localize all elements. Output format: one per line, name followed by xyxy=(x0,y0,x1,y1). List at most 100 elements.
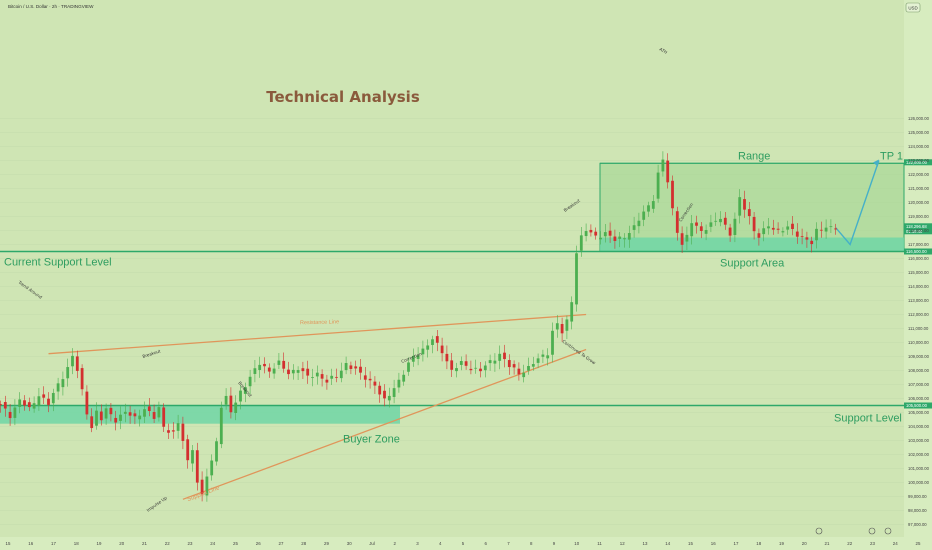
candle-body xyxy=(815,228,818,241)
candle-body xyxy=(277,360,281,365)
candle-body xyxy=(656,172,660,199)
candle-body xyxy=(483,365,487,371)
candle-body xyxy=(575,253,578,305)
candle-body xyxy=(791,223,794,230)
x-tick-label: 10 xyxy=(574,541,579,546)
candle-body xyxy=(738,197,742,216)
candle-body xyxy=(728,227,732,236)
x-tick-label: 23 xyxy=(870,541,875,546)
price-axis xyxy=(904,0,932,550)
candle-body xyxy=(325,379,329,383)
auto-scale-icon[interactable] xyxy=(884,527,892,535)
candle-body xyxy=(570,302,574,322)
candle-body xyxy=(690,223,694,237)
candle-body xyxy=(383,390,386,399)
candle-body xyxy=(80,368,84,390)
x-tick-label: 11 xyxy=(597,541,602,546)
resistance-line xyxy=(48,313,587,355)
candle-body xyxy=(85,391,89,415)
candle-body xyxy=(479,368,482,372)
candle-body xyxy=(743,199,746,210)
candle-body xyxy=(239,390,242,402)
candle-body xyxy=(517,368,521,375)
x-tick-label: 18 xyxy=(74,541,79,546)
candle-body xyxy=(344,363,348,371)
candle-body xyxy=(330,375,334,379)
candle-body xyxy=(642,211,646,220)
candle-body xyxy=(397,379,401,388)
candle-body xyxy=(42,394,46,398)
candle-body xyxy=(810,240,814,245)
y-tick-label: 103,000.00 xyxy=(908,438,930,443)
buyer-zone-label: Buyer Zone xyxy=(343,434,400,446)
candle-body xyxy=(253,368,257,374)
y-tick-label: 99,000.00 xyxy=(908,494,927,499)
candle-body xyxy=(632,225,636,230)
candle-body xyxy=(128,412,132,416)
candle-body xyxy=(95,410,98,426)
candle-body xyxy=(282,360,286,369)
candle-body xyxy=(795,231,799,237)
candle-body xyxy=(488,360,492,364)
compare-icon[interactable] xyxy=(868,527,876,535)
currency-button[interactable] xyxy=(905,2,921,13)
candle-body xyxy=(315,372,319,377)
x-tick-label: 30 xyxy=(347,541,352,546)
annotation-label: Breakout xyxy=(142,348,162,359)
candle-body xyxy=(704,229,708,234)
candle-body xyxy=(431,339,434,345)
x-tick-label: 22 xyxy=(165,541,170,546)
candle-body xyxy=(104,408,108,419)
y-tick-label: 119,000.00 xyxy=(908,214,929,219)
candle-body xyxy=(416,355,420,359)
candle-body xyxy=(661,159,665,172)
price-tag-label: 122,800.00 xyxy=(906,160,928,165)
candle-body xyxy=(421,348,425,355)
candle-body xyxy=(123,411,127,414)
candle-body xyxy=(536,358,540,363)
candle-body xyxy=(195,450,199,483)
y-tick-label: 122,000.00 xyxy=(908,172,930,177)
candle-body xyxy=(210,460,214,476)
candle-body xyxy=(637,220,641,227)
tp1-label: TP 1 xyxy=(880,150,903,162)
candle-body xyxy=(224,395,228,405)
candle-body xyxy=(805,237,809,240)
candle-body xyxy=(411,355,415,362)
x-tick-label: 16 xyxy=(711,541,716,546)
x-tick-label: 23 xyxy=(188,541,193,546)
y-tick-label: 111,000.00 xyxy=(908,326,929,331)
candle-body xyxy=(541,354,545,357)
y-tick-label: 126,000.00 xyxy=(908,116,930,121)
candle-body xyxy=(666,160,670,183)
candle-body xyxy=(834,228,838,230)
y-tick-label: 109,000.00 xyxy=(908,354,930,359)
x-tick-label: 18 xyxy=(756,541,761,546)
candle-body xyxy=(714,220,718,222)
x-tick-label: 4 xyxy=(439,541,442,546)
x-tick-label: 17 xyxy=(734,541,739,546)
candle-body xyxy=(498,353,502,361)
candle-body xyxy=(776,228,780,230)
x-tick-label: 2 xyxy=(394,541,397,546)
x-tick-label: 24 xyxy=(210,541,215,546)
y-tick-label: 114,000.00 xyxy=(908,284,929,289)
candle-body xyxy=(719,218,722,223)
support-area-label: Support Area xyxy=(720,258,785,270)
price-tag xyxy=(904,228,932,235)
candle-body xyxy=(824,227,828,232)
chart-title: Technical Analysis xyxy=(266,88,420,106)
candle-body xyxy=(560,324,564,334)
candle-body xyxy=(215,441,218,462)
candle-body xyxy=(306,368,310,376)
x-tick-label: 6 xyxy=(485,541,488,546)
candle-body xyxy=(493,360,497,364)
candle-body xyxy=(685,234,689,242)
settings-icon[interactable] xyxy=(815,527,823,535)
axis-labels: 97,000.0098,000.0099,000.00100,000.00101… xyxy=(6,116,930,546)
candle-body xyxy=(143,409,146,417)
candle-body xyxy=(176,423,180,431)
price-tag-label: 01:19:40 xyxy=(906,229,923,234)
candle-body xyxy=(786,226,790,230)
